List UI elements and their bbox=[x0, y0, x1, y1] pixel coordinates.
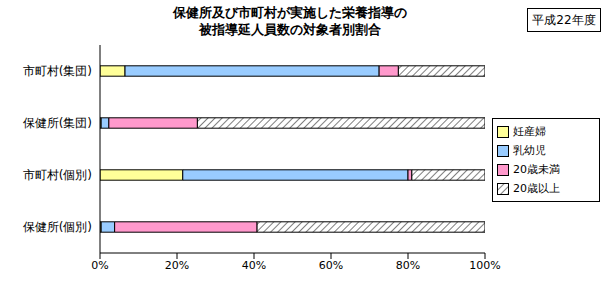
html-text:保健所及び市町村が実施した栄養指導の: 保健所及び市町村が実施した栄養指導の bbox=[173, 5, 407, 20]
html-text:20歳未満: 20歳未満 bbox=[513, 163, 560, 176]
svg-text:40%: 40% bbox=[242, 259, 266, 272]
svg-text:100%: 100% bbox=[469, 259, 500, 272]
svg-text:80%: 80% bbox=[396, 259, 420, 272]
svg-text:市町村(集団): 市町村(集団) bbox=[23, 64, 92, 78]
html-text:20歳以上: 20歳以上 bbox=[513, 182, 560, 195]
svg-text:20%: 20% bbox=[165, 259, 189, 272]
svg-text:市町村(個別): 市町村(個別) bbox=[23, 168, 92, 182]
html-text:被指導延人員数の対象者別割合: 被指導延人員数の対象者別割合 bbox=[199, 22, 381, 37]
svg-text:0%: 0% bbox=[91, 259, 108, 272]
svg-text:保健所(集団): 保健所(集団) bbox=[23, 116, 92, 130]
svg-text:保健所(個別): 保健所(個別) bbox=[23, 220, 92, 234]
svg-text:60%: 60% bbox=[319, 259, 343, 272]
html-text:乳幼児: 乳幼児 bbox=[513, 144, 546, 157]
html-text:平成22年度: 平成22年度 bbox=[532, 13, 596, 27]
html-text:妊産婦: 妊産婦 bbox=[513, 125, 546, 138]
